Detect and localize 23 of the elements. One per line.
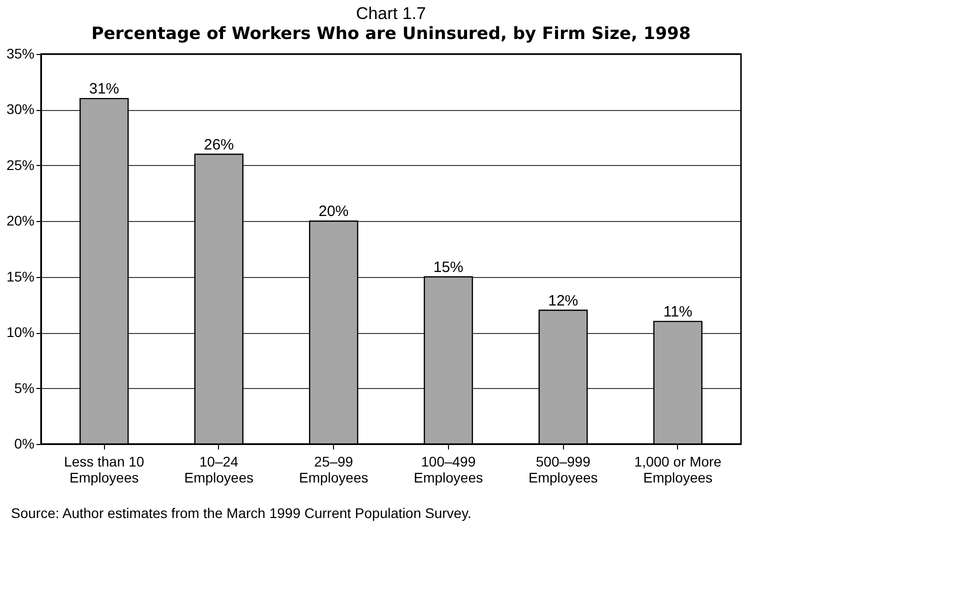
data-label: 26% bbox=[204, 136, 234, 154]
data-label: 12% bbox=[548, 292, 578, 310]
x-tick-label: 100–499 Employees bbox=[414, 454, 484, 486]
y-tick-label: 5% bbox=[14, 380, 34, 396]
y-tick-label: 15% bbox=[6, 268, 34, 284]
data-label: 11% bbox=[663, 303, 692, 320]
x-tick-label: 1,000 or More Employees bbox=[634, 454, 722, 486]
data-label: 15% bbox=[433, 258, 464, 276]
y-tick-label: 25% bbox=[6, 156, 34, 173]
chart-subtitle: Percentage of Workers Who are Uninsured, by Firm Size, 1998 bbox=[91, 24, 691, 44]
y-tick-label: 35% bbox=[6, 46, 34, 62]
y-tick-label: 0% bbox=[14, 436, 34, 452]
y-tick-label: 20% bbox=[6, 212, 34, 229]
y-tick-label: 10% bbox=[6, 324, 34, 340]
data-label: 20% bbox=[318, 203, 349, 220]
y-tick-label: 30% bbox=[6, 101, 34, 118]
data-label: 31% bbox=[89, 80, 120, 98]
source-note: Source: Author estimates from the March 1999 Current Population Survey. bbox=[11, 505, 472, 521]
x-tick-label: Less than 10 Employees bbox=[64, 454, 144, 486]
x-tick-label: 25–99 Employees bbox=[298, 454, 368, 486]
x-tick-label: 10–24 Employees bbox=[184, 454, 254, 486]
chart-title: Chart 1.7 bbox=[356, 4, 426, 23]
x-tick-label: 500–999 Employees bbox=[528, 454, 598, 486]
